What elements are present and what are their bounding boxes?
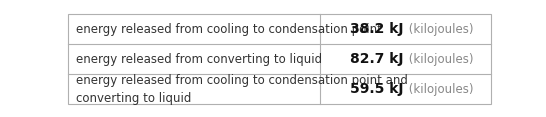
Text: energy released from cooling to condensation point: energy released from cooling to condensa… xyxy=(76,23,382,36)
Text: 59.5 kJ: 59.5 kJ xyxy=(350,82,403,96)
Text: 82.7 kJ: 82.7 kJ xyxy=(350,52,403,66)
Text: energy released from cooling to condensation point and
converting to liquid: energy released from cooling to condensa… xyxy=(76,74,408,105)
Text: (kilojoules): (kilojoules) xyxy=(405,53,473,66)
Text: 38.2 kJ: 38.2 kJ xyxy=(350,22,403,36)
Text: (kilojoules): (kilojoules) xyxy=(405,83,473,96)
Text: (kilojoules): (kilojoules) xyxy=(405,23,473,36)
Text: energy released from converting to liquid: energy released from converting to liqui… xyxy=(76,53,322,66)
